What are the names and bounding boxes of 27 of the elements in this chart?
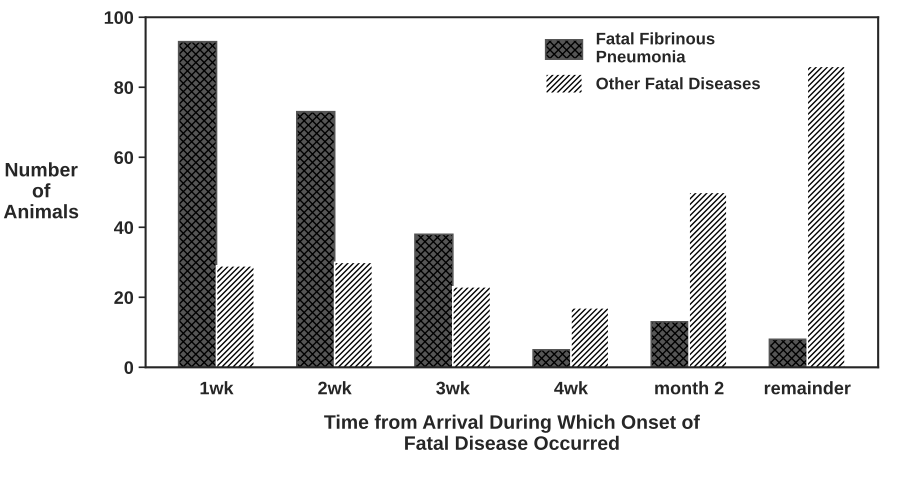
x-tick-label: 4wk [554,381,588,394]
y-tick-label: 60 [114,151,134,164]
bar [570,306,610,368]
bar [688,191,728,368]
x-tick-label: 3wk [436,381,470,394]
bar [452,286,492,368]
x-tick-label: 1wk [200,381,234,394]
bar [178,40,218,368]
y-tick-label: 0 [124,361,134,374]
legend-label: Other Fatal Diseases [596,77,760,90]
x-tick-label: remainder [764,381,851,394]
bar [296,110,336,368]
bar [768,338,808,368]
bar [414,233,454,368]
legend-label: Fatal Fibrinous Pneumonia [596,32,714,62]
y-axis-title: Number of Animals [4,162,78,218]
y-tick-label: 80 [114,81,134,94]
x-tick-label: 2wk [318,381,352,394]
bar [216,264,256,368]
y-tick-label: 40 [114,221,134,234]
y-tick-label: 20 [114,291,134,304]
x-tick-label: month 2 [655,381,724,394]
bar [334,261,374,368]
bar [806,65,846,368]
bar [650,320,690,368]
x-axis-title: Time from Arrival During Which Onset of Fatal Disease Occurred [324,414,700,450]
y-tick-label: 100 [104,11,134,24]
